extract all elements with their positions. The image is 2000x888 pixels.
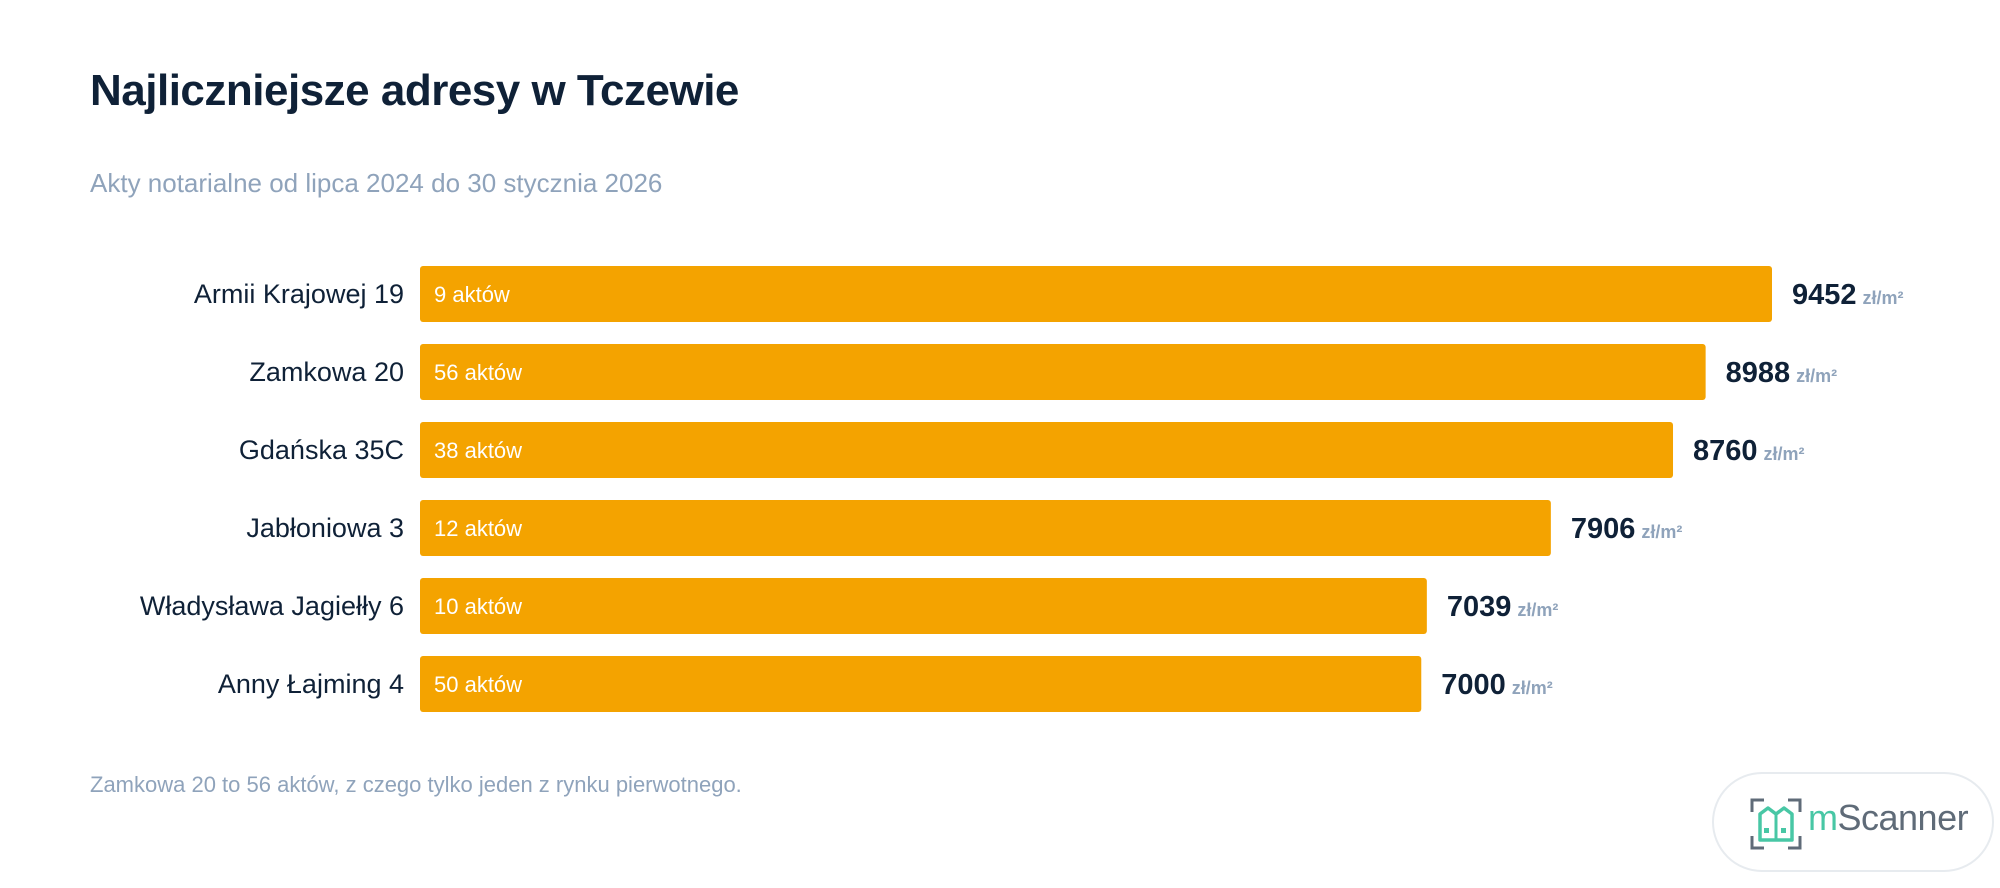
bar-count-label: 38 aktów — [434, 438, 522, 463]
value-label: 7039 — [1447, 591, 1512, 623]
value-label: 7000 — [1441, 669, 1506, 701]
mscanner-logo[interactable]: mScanner — [1712, 772, 1994, 872]
bar-count-label: 12 aktów — [434, 516, 522, 541]
chart-subtitle: Akty notarialne od lipca 2024 do 30 styc… — [90, 168, 663, 198]
unit-label: zł/m² — [1796, 366, 1837, 386]
bar-count-label: 9 aktów — [434, 282, 510, 307]
bar-count-label: 50 aktów — [434, 672, 522, 697]
bar — [420, 578, 1427, 634]
category-label: Władysława Jagiełły 6 — [140, 591, 404, 621]
value-label: 8760 — [1693, 435, 1758, 467]
unit-label: zł/m² — [1517, 600, 1558, 620]
category-label: Jabłoniowa 3 — [246, 513, 404, 543]
bar-count-label: 56 aktów — [434, 360, 522, 385]
value-label: 9452 — [1792, 279, 1857, 311]
chart-title: Najliczniejsze adresy w Tczewie — [90, 66, 739, 115]
building-scan-icon — [1750, 798, 1802, 850]
bar — [420, 266, 1772, 322]
bar — [420, 500, 1551, 556]
bar-count-label: 10 aktów — [434, 594, 522, 619]
unit-label: zł/m² — [1863, 288, 1904, 308]
bar — [420, 656, 1422, 712]
unit-label: zł/m² — [1512, 678, 1553, 698]
value-label: 8988 — [1726, 357, 1791, 389]
category-label: Zamkowa 20 — [249, 357, 404, 387]
logo-text: mScanner — [1808, 797, 1969, 838]
bar — [420, 422, 1674, 478]
category-label: Armii Krajowej 19 — [194, 279, 404, 309]
category-label: Gdańska 35C — [239, 435, 404, 465]
bar — [420, 344, 1706, 400]
category-label: Anny Łajming 4 — [218, 669, 404, 699]
value-label: 7906 — [1571, 513, 1636, 545]
unit-label: zł/m² — [1641, 522, 1682, 542]
footnote: Zamkowa 20 to 56 aktów, z czego tylko je… — [90, 772, 742, 797]
unit-label: zł/m² — [1764, 444, 1805, 464]
